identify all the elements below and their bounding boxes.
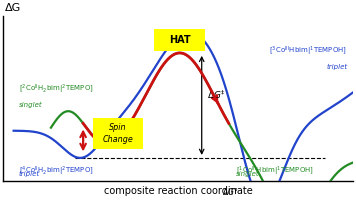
Text: triplet: triplet: [19, 171, 40, 177]
FancyBboxPatch shape: [93, 118, 143, 149]
Text: ΔG: ΔG: [5, 3, 21, 13]
Text: Spin
Change: Spin Change: [103, 123, 133, 144]
Text: singlet: singlet: [19, 102, 42, 108]
FancyBboxPatch shape: [154, 29, 205, 51]
Text: [$^2$Co$^{\mathsf{II}}$H$_2$bim|$^2$TEMPO]: [$^2$Co$^{\mathsf{II}}$H$_2$bim|$^2$TEMP…: [19, 82, 93, 96]
Text: singlet: singlet: [236, 171, 259, 177]
Text: HAT: HAT: [169, 35, 190, 45]
Text: $\Delta G°$: $\Delta G°$: [222, 186, 238, 197]
X-axis label: composite reaction coordinate: composite reaction coordinate: [104, 186, 252, 196]
Text: triplet: triplet: [326, 64, 347, 70]
Text: [$^1$Co$^{\mathsf{III}}$Hbim|$^1$TEMPOH]: [$^1$Co$^{\mathsf{III}}$Hbim|$^1$TEMPOH]: [236, 165, 314, 178]
Text: [$^4$Co$^{\mathsf{II}}$H$_2$bim|$^2$TEMPO]: [$^4$Co$^{\mathsf{II}}$H$_2$bim|$^2$TEMP…: [19, 165, 93, 178]
Text: $\Delta G^{\ddagger}$: $\Delta G^{\ddagger}$: [207, 89, 226, 101]
Text: [$^3$Co$^{\mathsf{III}}$Hbim|$^1$TEMPOH]: [$^3$Co$^{\mathsf{III}}$Hbim|$^1$TEMPOH]: [269, 45, 347, 58]
